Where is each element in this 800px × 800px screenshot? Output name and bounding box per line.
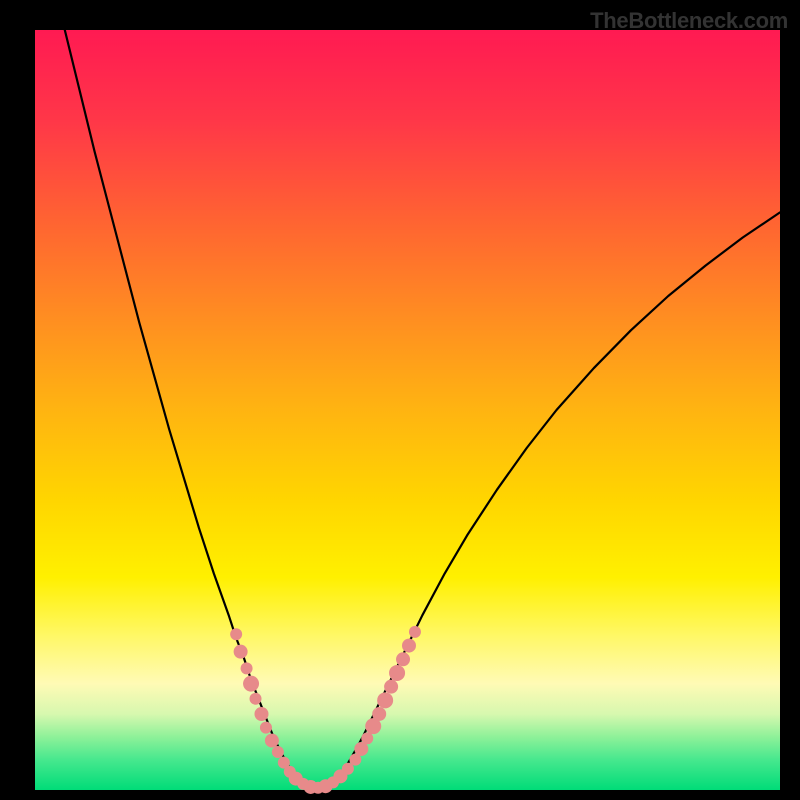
data-marker xyxy=(402,639,416,653)
data-marker xyxy=(389,665,405,681)
data-marker xyxy=(361,732,373,744)
data-marker xyxy=(272,746,284,758)
data-marker xyxy=(396,652,410,666)
plot-svg xyxy=(0,0,800,800)
data-marker xyxy=(243,676,259,692)
watermark-text: TheBottleneck.com xyxy=(590,8,788,34)
data-marker xyxy=(384,680,398,694)
chart-container: TheBottleneck.com xyxy=(0,0,800,800)
data-marker xyxy=(372,707,386,721)
gradient-background xyxy=(35,30,780,790)
data-marker xyxy=(254,707,268,721)
data-marker xyxy=(260,722,272,734)
data-marker xyxy=(409,626,421,638)
data-marker xyxy=(230,628,242,640)
data-marker xyxy=(377,692,393,708)
data-marker xyxy=(234,645,248,659)
data-marker xyxy=(241,662,253,674)
data-marker xyxy=(265,734,279,748)
data-marker xyxy=(250,693,262,705)
